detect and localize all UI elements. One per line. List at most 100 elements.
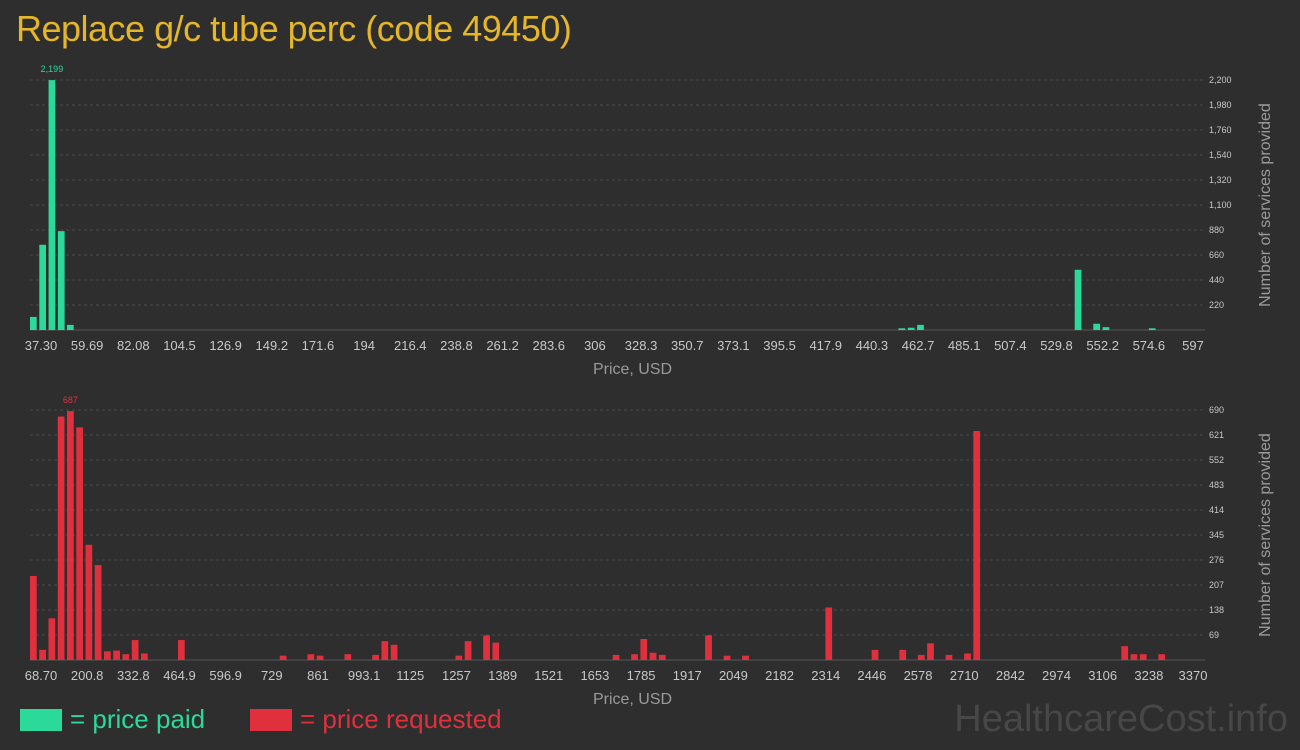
requested-x-tick-label: 464.9 (163, 668, 196, 683)
requested-y-tick-label: 690 (1209, 405, 1224, 415)
legend-requested: = price requested (250, 704, 502, 735)
paid-x-tick-label: 126.9 (209, 338, 242, 353)
requested-bar (705, 635, 712, 660)
paid-bar (1148, 328, 1156, 330)
requested-bar (631, 654, 638, 660)
paid-x-tick-label: 261.2 (486, 338, 519, 353)
paid-x-tick-label: 395.5 (763, 338, 796, 353)
requested-bar (917, 654, 925, 660)
requested-bar (658, 654, 666, 660)
paid-bar (39, 244, 47, 330)
paid-x-tick-label: 283.6 (532, 338, 565, 353)
paid-x-tick-label: 417.9 (809, 338, 842, 353)
paid-bar (48, 80, 56, 330)
requested-x-tick-label: 1785 (627, 668, 656, 683)
paid-x-tick-label: 216.4 (394, 338, 427, 353)
paid-y-tick-label: 1,760 (1209, 125, 1232, 135)
requested-x-tick-label: 2314 (811, 668, 840, 683)
paid-x-tick-label: 485.1 (948, 338, 981, 353)
paid-bar (907, 327, 915, 330)
paid-x-tick-label: 171.6 (302, 338, 335, 353)
paid-x-tick-label: 529.8 (1040, 338, 1073, 353)
paid-y-axis-label: Number of services provided (1257, 103, 1274, 307)
paid-x-tick-label: 597 (1182, 338, 1204, 353)
watermark: HealthcareCost.info (954, 698, 1288, 740)
paid-x-tick-label: 440.3 (856, 338, 889, 353)
requested-bar (464, 641, 472, 660)
requested-x-tick-label: 2974 (1042, 668, 1071, 683)
legend-paid: = price paid (20, 704, 205, 735)
requested-x-tick-label: 3238 (1134, 668, 1163, 683)
paid-x-axis-label: Price, USD (593, 361, 672, 378)
requested-bar (390, 644, 398, 660)
paid-x-tick-label: 373.1 (717, 338, 750, 353)
requested-bar (871, 649, 879, 660)
legend-requested-label: = price requested (300, 704, 502, 734)
requested-bar (141, 653, 148, 660)
paid-x-tick-label: 37.30 (25, 338, 58, 353)
requested-bar (57, 416, 65, 660)
requested-bar (964, 653, 971, 660)
requested-y-tick-label: 138 (1209, 605, 1224, 615)
requested-y-tick-label: 621 (1209, 430, 1224, 440)
requested-bar (723, 655, 731, 660)
paid-chart: 220 440 660 880 1,100 1,320 1,540 1,760 1,980 2,2… (25, 64, 1274, 378)
requested-bar (649, 652, 657, 660)
requested-y-tick-label: 69 (1209, 630, 1219, 640)
paid-y-tick-label: 1,100 (1209, 200, 1232, 210)
requested-bar (131, 640, 139, 660)
requested-y-tick-label: 345 (1209, 530, 1224, 540)
paid-bar (66, 324, 74, 330)
requested-bar (640, 638, 648, 660)
paid-y-tick-label: 440 (1209, 275, 1224, 285)
paid-x-tick-label: 59.69 (71, 338, 104, 353)
requested-bar (899, 649, 907, 660)
paid-x-tick-label: 462.7 (902, 338, 935, 353)
requested-x-tick-label: 1917 (673, 668, 702, 683)
paid-bar (898, 328, 906, 330)
paid-peak-label: 2,199 (41, 64, 64, 74)
requested-bar (742, 655, 749, 660)
requested-bar (76, 427, 83, 660)
requested-x-tick-label: 1389 (488, 668, 517, 683)
requested-bar (94, 565, 102, 660)
requested-chart: 69 138 207 276 345 414 483 552 621 690 687 68.70 200… (25, 395, 1274, 708)
requested-x-tick-label: 993.1 (348, 668, 381, 683)
paid-y-tick-label: 2,200 (1209, 75, 1232, 85)
paid-bar (917, 324, 924, 330)
requested-x-tick-label: 332.8 (117, 668, 150, 683)
paid-x-tick-label: 574.6 (1133, 338, 1166, 353)
requested-bar (39, 649, 46, 660)
requested-x-tick-label: 3370 (1179, 668, 1208, 683)
requested-bar (67, 411, 74, 660)
paid-x-tick-label: 149.2 (256, 338, 289, 353)
requested-y-tick-label: 552 (1209, 455, 1224, 465)
requested-bar (1130, 654, 1138, 660)
paid-y-tick-label: 1,320 (1209, 175, 1232, 185)
paid-x-tick-label: 552.2 (1086, 338, 1119, 353)
requested-x-tick-label: 596.9 (209, 668, 242, 683)
requested-bar (455, 655, 463, 660)
paid-x-tick-label: 238.8 (440, 338, 473, 353)
requested-bar (48, 618, 56, 660)
paid-y-tick-label: 220 (1209, 300, 1224, 310)
requested-x-tick-label: 2182 (765, 668, 794, 683)
paid-x-tick-label: 82.08 (117, 338, 150, 353)
requested-bar (372, 654, 379, 660)
requested-bar (307, 654, 315, 660)
legend-paid-label: = price paid (70, 704, 206, 734)
paid-y-tick-label: 660 (1209, 250, 1224, 260)
requested-bar (30, 575, 37, 660)
paid-bar (57, 231, 65, 330)
requested-y-tick-label: 276 (1209, 555, 1224, 565)
page-title: Replace g/c tube perc (code 49450) (16, 8, 572, 49)
requested-x-axis-label: Price, USD (593, 691, 672, 708)
requested-bar (1158, 654, 1166, 660)
requested-x-tick-label: 2710 (950, 668, 979, 683)
paid-x-tick-label: 350.7 (671, 338, 704, 353)
requested-y-tick-label: 207 (1209, 580, 1224, 590)
requested-bar (381, 641, 389, 660)
requested-bar (103, 651, 111, 660)
requested-bar (85, 544, 93, 660)
